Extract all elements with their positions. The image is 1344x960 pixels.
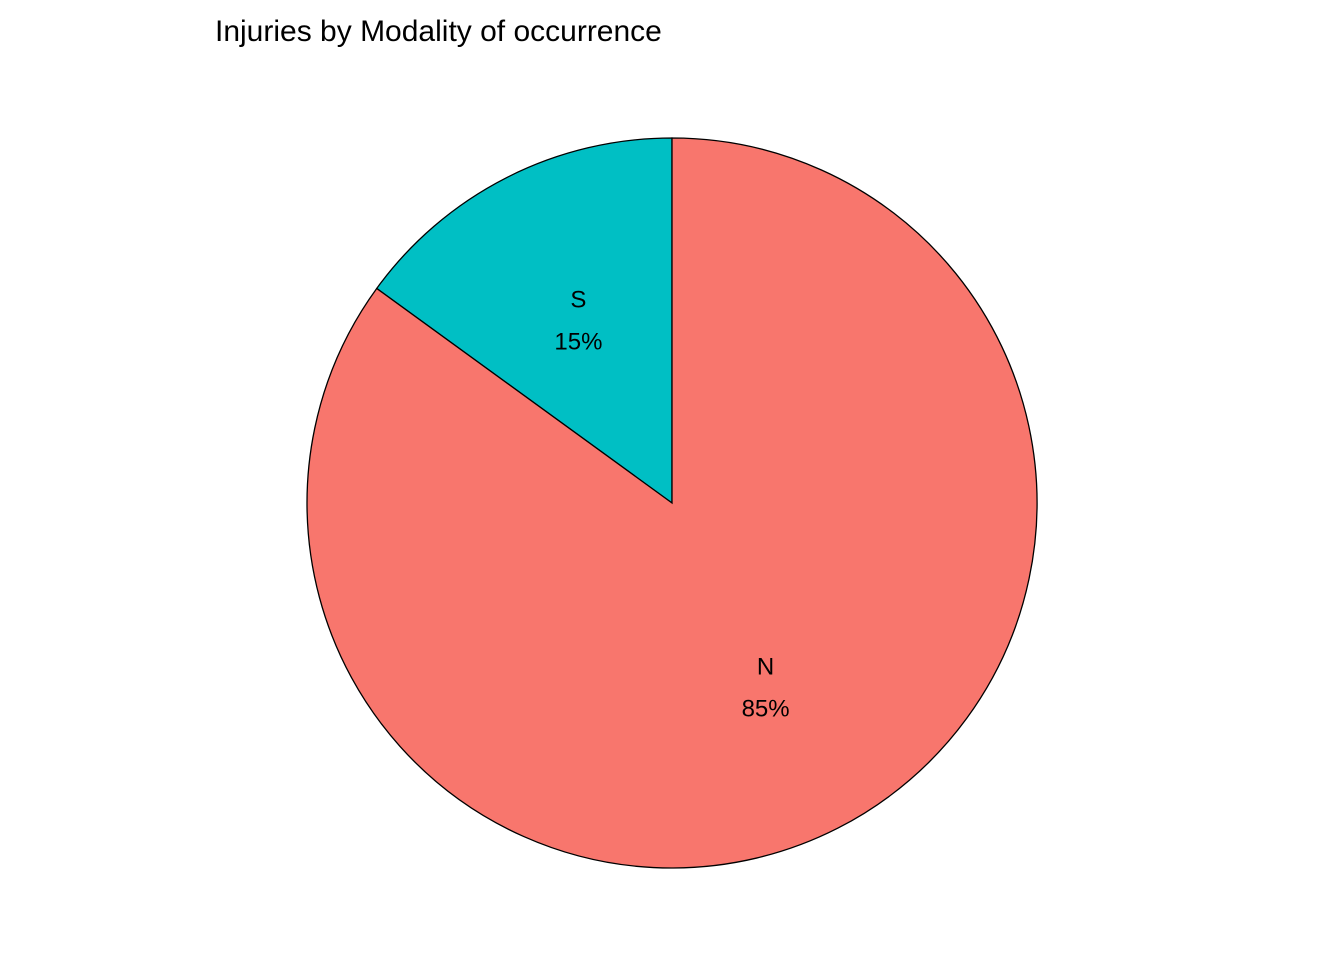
chart-title: Injuries by Modality of occurrence: [215, 15, 662, 48]
slice-percent-label-s: 15%: [554, 328, 602, 355]
slice-category-label-n: N: [757, 654, 774, 681]
pie-slice-n: [306, 137, 1038, 869]
slice-category-label-s: S: [570, 286, 586, 313]
pie-slice-s: [375, 137, 673, 505]
pie-slices: [306, 137, 1038, 869]
slice-percent-label-n: 85%: [742, 696, 790, 723]
pie-labels: S 15% N 85%: [554, 286, 789, 722]
